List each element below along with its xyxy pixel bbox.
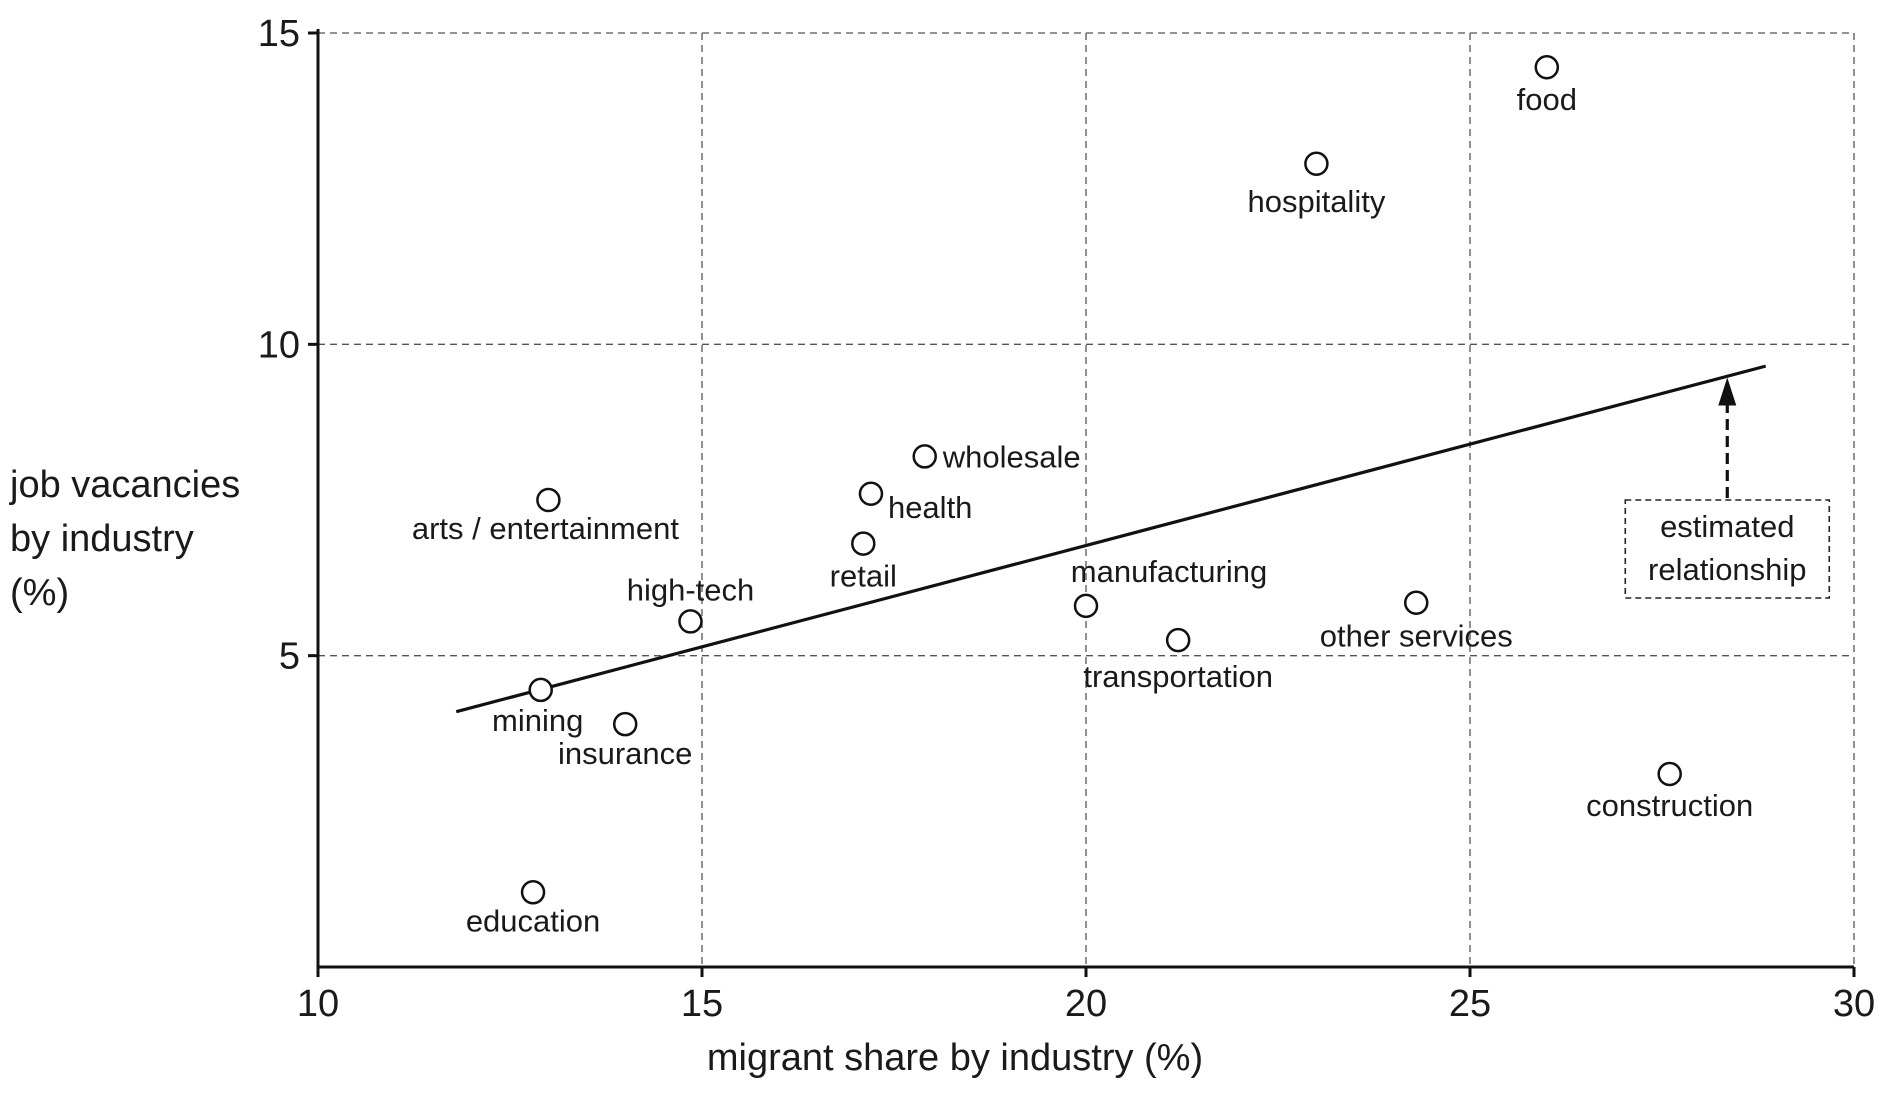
point-label: education (466, 903, 600, 938)
x-tick-label: 15 (681, 983, 723, 1025)
y-axis-title-line: job vacancies (9, 464, 240, 506)
data-point (1534, 54, 1560, 80)
data-point (1304, 151, 1329, 177)
fit-line (455, 364, 1767, 714)
axes (308, 29, 1856, 977)
y-tick-label: 5 (279, 636, 300, 678)
data-point (1165, 627, 1191, 653)
x-axis-title: migrant share by industry (%) (707, 1037, 1203, 1079)
y-axis-title-line: (%) (10, 572, 69, 614)
data-point (612, 711, 638, 737)
grid-lines (318, 32, 1855, 967)
point-labels: food hospitality wholesale health arts / ent… (412, 82, 1753, 938)
x-tick-label: 30 (1833, 983, 1875, 1025)
point-label: wholesale (942, 439, 1081, 474)
annotation-text: estimated (1660, 509, 1794, 544)
data-point (1657, 761, 1682, 787)
data-point (912, 444, 937, 469)
point-label: high-tech (627, 572, 755, 607)
x-tick-label: 20 (1065, 983, 1107, 1025)
tick-labels: 10 15 20 25 30 5 10 15 (258, 13, 1875, 1025)
point-label: transportation (1083, 659, 1273, 694)
x-tick-label: 10 (297, 983, 339, 1025)
point-label: food (1517, 82, 1577, 117)
annotation-arrow-head (1718, 377, 1737, 406)
point-label: insurance (558, 736, 692, 771)
fit-line-group (455, 364, 1767, 714)
data-point (520, 880, 546, 905)
annotation: estimated relationship (1624, 377, 1831, 599)
y-axis-title-line: by industry (10, 518, 194, 560)
data-point (1403, 590, 1429, 615)
data-point (858, 481, 884, 507)
data-point (851, 531, 876, 556)
x-tick-label: 25 (1449, 983, 1491, 1025)
point-label: hospitality (1247, 184, 1385, 219)
point-label: health (888, 490, 972, 525)
data-points (520, 54, 1682, 905)
data-point (1073, 593, 1099, 619)
point-label: retail (830, 559, 897, 594)
annotation-text: relationship (1648, 552, 1807, 587)
y-axis-title: job vacancies by industry (%) (9, 464, 240, 614)
point-label: manufacturing (1071, 554, 1267, 589)
data-point (678, 609, 703, 634)
annotation-box (1624, 499, 1831, 599)
point-label: other services (1320, 619, 1513, 654)
data-point (528, 677, 553, 703)
data-point (536, 487, 561, 513)
y-tick-label: 10 (258, 324, 300, 366)
point-label: construction (1586, 788, 1753, 823)
y-tick-label: 15 (258, 13, 300, 55)
point-label: mining (492, 703, 583, 738)
point-label: arts / entertainment (412, 511, 679, 546)
